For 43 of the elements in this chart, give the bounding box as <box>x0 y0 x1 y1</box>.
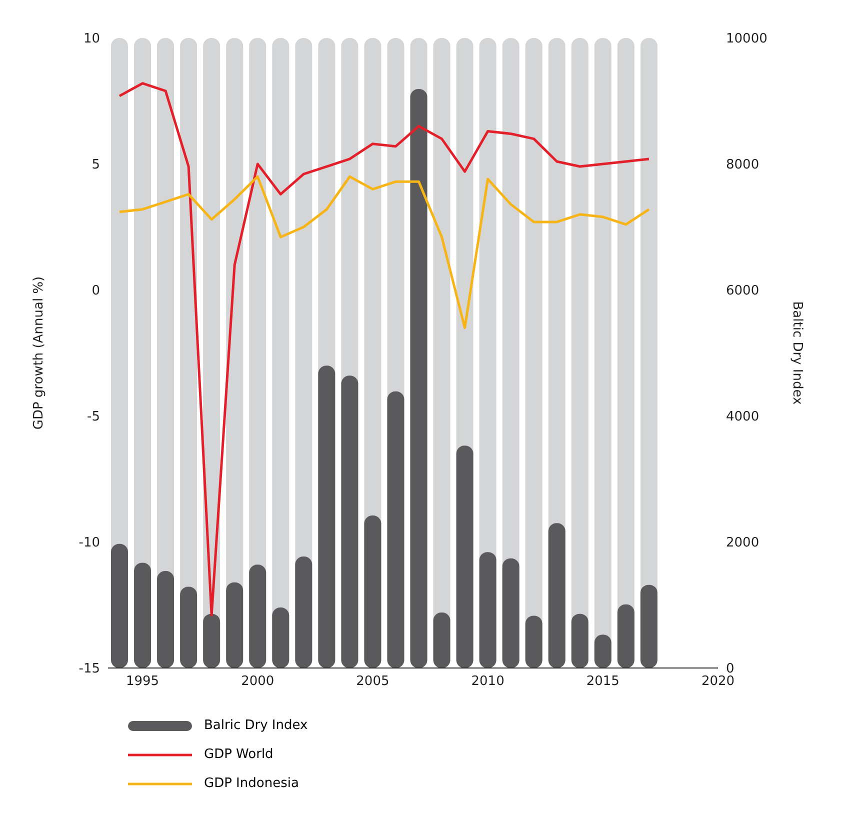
y2-tick-label: 2000 <box>726 536 760 551</box>
x-tick-label: 2010 <box>471 674 504 690</box>
bar <box>134 562 152 668</box>
bar <box>157 570 174 668</box>
bar <box>364 516 382 668</box>
x-tick-label: 2015 <box>586 674 620 690</box>
x-tick-label: 1995 <box>126 674 160 690</box>
bar <box>502 558 520 668</box>
bar <box>272 608 290 668</box>
y2-axis-title: Baltic Dry Index <box>789 301 804 406</box>
bar <box>571 614 588 668</box>
bar <box>203 614 220 668</box>
y2-tick-label: 10000 <box>726 32 768 47</box>
bar <box>479 552 496 668</box>
x-tick-label: 2000 <box>241 674 274 690</box>
y2-tick-label: 6000 <box>726 284 760 299</box>
y-tick-label: 0 <box>92 284 100 299</box>
bar <box>433 612 450 668</box>
y2-tick-label: 0 <box>726 662 734 677</box>
bar <box>226 582 244 668</box>
y2-tick-label: 8000 <box>726 158 760 173</box>
bar <box>111 544 128 668</box>
line-series <box>118 175 650 330</box>
legend-label: GDP Indonesia <box>204 776 299 791</box>
line-series <box>118 82 650 616</box>
y-tick-label: -10 <box>78 536 100 551</box>
bar <box>295 556 312 668</box>
bar <box>548 523 566 668</box>
legend-label: Balric Dry Index <box>204 718 308 733</box>
legend-label: GDP World <box>204 747 274 762</box>
bar <box>617 604 634 668</box>
y-tick-label: -5 <box>87 410 100 425</box>
bar <box>640 584 658 668</box>
y2-tick-label: 4000 <box>726 410 760 425</box>
y-tick-label: 5 <box>92 158 100 173</box>
x-tick-label: 2020 <box>701 674 735 690</box>
y-tick-label: -15 <box>78 662 100 677</box>
y-axis-title: GDP growth (Annual %) <box>32 276 47 430</box>
x-tick-label: 2005 <box>356 674 390 690</box>
y-tick-label: 10 <box>83 32 100 47</box>
bar <box>180 586 198 668</box>
bar <box>249 564 266 668</box>
bar <box>525 616 542 668</box>
